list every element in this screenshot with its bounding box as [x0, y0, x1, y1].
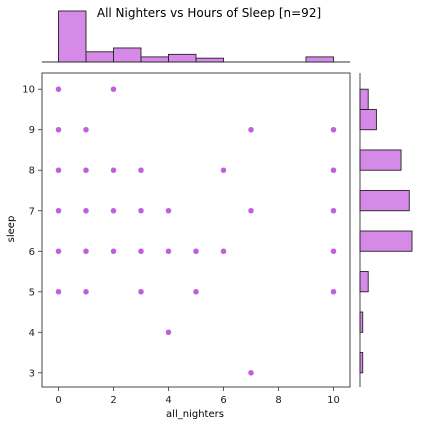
scatter-point — [330, 207, 337, 215]
scatter-point — [137, 288, 145, 296]
x-hist-bar — [140, 56, 169, 63]
scatter-point — [330, 166, 337, 174]
y-tick-label: 7 — [29, 206, 35, 217]
chart-title: All Nighters vs Hours of Sleep [n=92] — [97, 6, 321, 20]
x-axis-label: all_nighters — [166, 409, 224, 420]
y-hist-bar — [359, 109, 377, 131]
scatter-point — [137, 248, 145, 255]
x-hist-bar — [168, 53, 197, 63]
y-tick-label: 8 — [29, 166, 35, 177]
scatter-point — [247, 369, 255, 377]
x-hist-bar — [113, 47, 142, 63]
x-tick-label: 6 — [220, 395, 226, 406]
scatter-point — [55, 248, 62, 255]
y-hist-bar — [359, 230, 413, 252]
scatter-point — [55, 288, 62, 296]
x-hist-bar — [85, 51, 114, 63]
scatter-point — [137, 207, 145, 215]
y-hist-bar — [359, 88, 369, 110]
scatter-point — [330, 288, 337, 296]
y-tick-label: 9 — [29, 125, 35, 136]
y-tick-label: 6 — [29, 247, 35, 258]
scatter-plot-area: 0 2 4 6 8 10 3 4 5 6 7 8 9 10 — [22, 72, 351, 406]
scatter-point — [55, 85, 62, 93]
scatter-point — [165, 248, 172, 255]
y-hist-bar — [359, 190, 410, 212]
scatter-point — [110, 166, 117, 174]
y-hist-bar — [359, 352, 364, 374]
scatter-point — [55, 207, 62, 215]
y-tick-label: 5 — [29, 287, 35, 298]
scatter-point — [55, 166, 62, 174]
plot-frame — [41, 72, 351, 388]
scatter-point — [82, 288, 90, 296]
scatter-point — [110, 85, 117, 93]
scatter-point — [165, 207, 172, 215]
scatter-point — [220, 166, 227, 174]
y-hist-bar — [359, 311, 364, 333]
scatter-point — [55, 126, 62, 133]
x-tick-label: 10 — [327, 395, 340, 406]
scatter-point — [192, 288, 200, 296]
scatter-point — [82, 207, 90, 215]
scatter-point — [137, 166, 145, 174]
x-hist-bar — [195, 57, 224, 63]
scatter-point — [247, 207, 255, 215]
scatter-point — [330, 248, 337, 255]
y-hist-bar — [359, 149, 402, 171]
scatter-point — [247, 126, 255, 133]
scatter-point — [82, 166, 90, 174]
scatter-point — [165, 329, 172, 336]
x-tick-label: 0 — [55, 395, 61, 406]
scatter-point — [220, 248, 227, 255]
y-tick-label: 10 — [22, 85, 35, 96]
scatter-point — [330, 126, 337, 133]
y-tick-label: 3 — [29, 368, 35, 379]
scatter-point — [110, 248, 117, 255]
x-marginal-histogram — [42, 10, 350, 63]
scatter-point — [110, 207, 117, 215]
scatter-point — [82, 126, 90, 133]
x-tick-label: 4 — [165, 395, 171, 406]
y-axis-label: sleep — [6, 216, 17, 243]
scatter-point — [82, 248, 90, 255]
x-hist-bar — [58, 10, 87, 63]
y-tick-label: 4 — [29, 328, 35, 339]
x-hist-bar — [305, 56, 334, 63]
y-hist-bar — [359, 271, 369, 293]
y-marginal-histogram — [359, 73, 413, 387]
x-tick-label: 2 — [110, 395, 116, 406]
x-tick-label: 8 — [275, 395, 281, 406]
scatter-point — [192, 248, 200, 255]
